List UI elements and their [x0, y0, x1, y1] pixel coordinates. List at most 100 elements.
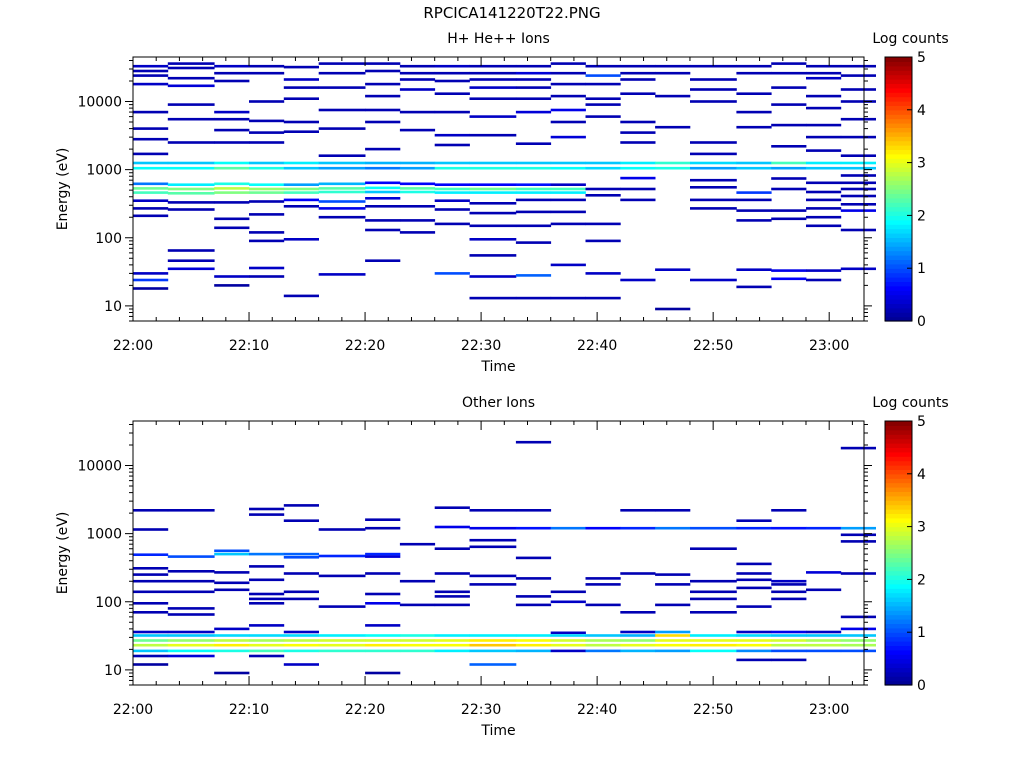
heatmap-cell [736, 605, 772, 608]
heatmap-cell [469, 187, 517, 191]
colorbar-segment [885, 263, 912, 269]
colorbar-segment [885, 513, 912, 519]
heatmap-cell [434, 222, 470, 226]
heatmap-cell [840, 649, 876, 653]
heatmap-cell [399, 64, 436, 68]
colorbar-segment [885, 277, 912, 282]
heatmap-cell [690, 178, 737, 182]
heatmap-cell [736, 634, 772, 637]
heatmap-cell [840, 267, 876, 271]
y-tick-label: 10 [104, 299, 122, 315]
heatmap-cell [620, 176, 656, 180]
heatmap-cell [806, 94, 842, 98]
heatmap-cell [469, 583, 517, 586]
heatmap-cell [214, 639, 250, 642]
colorbar-segment [885, 566, 912, 572]
heatmap-cell [840, 181, 876, 185]
heatmap-cell [434, 525, 470, 529]
heatmap-cell [434, 191, 470, 194]
heatmap-cell [399, 128, 436, 132]
heatmap-cell [550, 183, 586, 186]
heatmap-cell [469, 663, 517, 666]
heatmap-cell [365, 161, 401, 165]
colorbar-tick-label: 3 [917, 520, 926, 536]
heatmap-cell [249, 592, 285, 596]
heatmap-cell [771, 509, 807, 512]
colorbar-segment [885, 92, 912, 98]
x-tick-label: 22:00 [113, 338, 153, 354]
heatmap-cell [365, 649, 401, 653]
heatmap-cell [585, 634, 621, 637]
heatmap-cell [434, 649, 470, 653]
heatmap-cell [133, 567, 169, 570]
x-tick-label: 22:50 [693, 702, 733, 718]
heatmap-cell [806, 71, 842, 75]
colorbar-segment [885, 118, 912, 124]
heatmap-cell [806, 269, 842, 272]
heatmap-cell [550, 135, 586, 139]
heatmap-cell [690, 166, 737, 170]
heatmap-cell [167, 607, 215, 610]
heatmap-cell [133, 64, 169, 68]
colorbar-segment [885, 443, 912, 448]
heatmap-cell [690, 579, 737, 583]
colorbar-segment [885, 131, 912, 137]
heatmap-cell [214, 649, 250, 653]
heatmap-cell [167, 654, 215, 658]
heatmap-cell [550, 590, 586, 594]
heatmap-cell [249, 275, 285, 278]
heatmap-cell [167, 579, 215, 583]
heatmap-cell [434, 272, 470, 275]
heatmap-cell [399, 190, 436, 194]
heatmap-cell [771, 177, 807, 180]
heatmap-cell [214, 217, 250, 221]
colorbar-segment [885, 522, 912, 528]
x-tick-label: 23:00 [809, 702, 849, 718]
heatmap-cell [133, 69, 169, 73]
heatmap-cell [515, 577, 552, 580]
colorbar-segment [885, 255, 912, 260]
heatmap-cell [515, 296, 552, 300]
heatmap-cell [771, 217, 807, 221]
colorbar-tick-label: 3 [917, 156, 926, 172]
heatmap-cell [283, 597, 319, 601]
heatmap-cell [133, 553, 169, 556]
heatmap-cell [434, 506, 470, 509]
colorbar-segment [885, 153, 912, 159]
colorbar-segment [885, 601, 912, 607]
heatmap-cell [515, 78, 552, 81]
heatmap-cell [133, 278, 169, 282]
heatmap-cell [318, 643, 366, 647]
panel1-x-axis-label: Time [480, 359, 515, 375]
heatmap-cell [550, 526, 586, 530]
heatmap-cell [167, 590, 215, 594]
heatmap-cell [167, 76, 215, 80]
heatmap-cell [318, 605, 366, 608]
colorbar-segment [885, 114, 912, 120]
colorbar-segment [885, 583, 912, 589]
heatmap-cell [515, 183, 552, 186]
colorbar-segment [885, 140, 912, 146]
heatmap-cell [771, 187, 807, 191]
heatmap-cell [690, 64, 737, 68]
heatmap-cell [690, 611, 737, 614]
heatmap-cell [550, 631, 586, 635]
heatmap-cell [399, 649, 436, 653]
colorbar-segment [885, 597, 912, 602]
heatmap-cell [690, 198, 737, 202]
colorbar-segment [885, 175, 912, 181]
colorbar-segment [885, 285, 912, 291]
heatmap-cell [736, 630, 772, 634]
heatmap-cell [365, 186, 401, 190]
heatmap-cell [690, 141, 737, 144]
heatmap-cell [655, 639, 691, 642]
heatmap-cell [365, 82, 401, 86]
colorbar-segment [885, 658, 912, 664]
heatmap-cell [620, 187, 656, 191]
heatmap-cell [365, 228, 401, 232]
heatmap-cell [469, 649, 517, 653]
heatmap-cell [214, 627, 250, 631]
heatmap-cell [434, 639, 470, 642]
heatmap-cell [249, 565, 285, 568]
heatmap-cell [167, 183, 215, 186]
